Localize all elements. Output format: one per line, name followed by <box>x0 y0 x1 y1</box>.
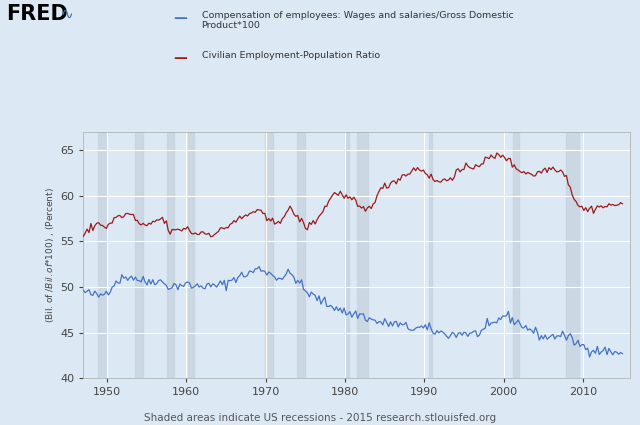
Bar <box>513 132 518 378</box>
Text: —: — <box>173 51 187 65</box>
Bar <box>429 132 432 378</box>
Bar <box>135 132 143 378</box>
Bar <box>265 132 273 378</box>
Text: —: — <box>173 11 187 25</box>
Bar <box>345 132 349 378</box>
Bar <box>167 132 173 378</box>
Text: Compensation of employees: Wages and salaries/Gross Domestic
Product*100: Compensation of employees: Wages and sal… <box>202 11 513 30</box>
Bar <box>188 132 194 378</box>
Text: Civilian Employment-Population Ratio: Civilian Employment-Population Ratio <box>202 51 380 60</box>
Text: Shaded areas indicate US recessions - 2015 research.stlouisfed.org: Shaded areas indicate US recessions - 20… <box>144 413 496 423</box>
Text: FRED: FRED <box>6 4 68 24</box>
Y-axis label: (Bil. of $/Bil. of $*100) , (Percent): (Bil. of $/Bil. of $*100) , (Percent) <box>44 187 56 323</box>
Bar <box>566 132 579 378</box>
Bar <box>99 132 106 378</box>
Bar <box>297 132 305 378</box>
Text: ∿: ∿ <box>61 6 74 21</box>
Bar <box>356 132 368 378</box>
